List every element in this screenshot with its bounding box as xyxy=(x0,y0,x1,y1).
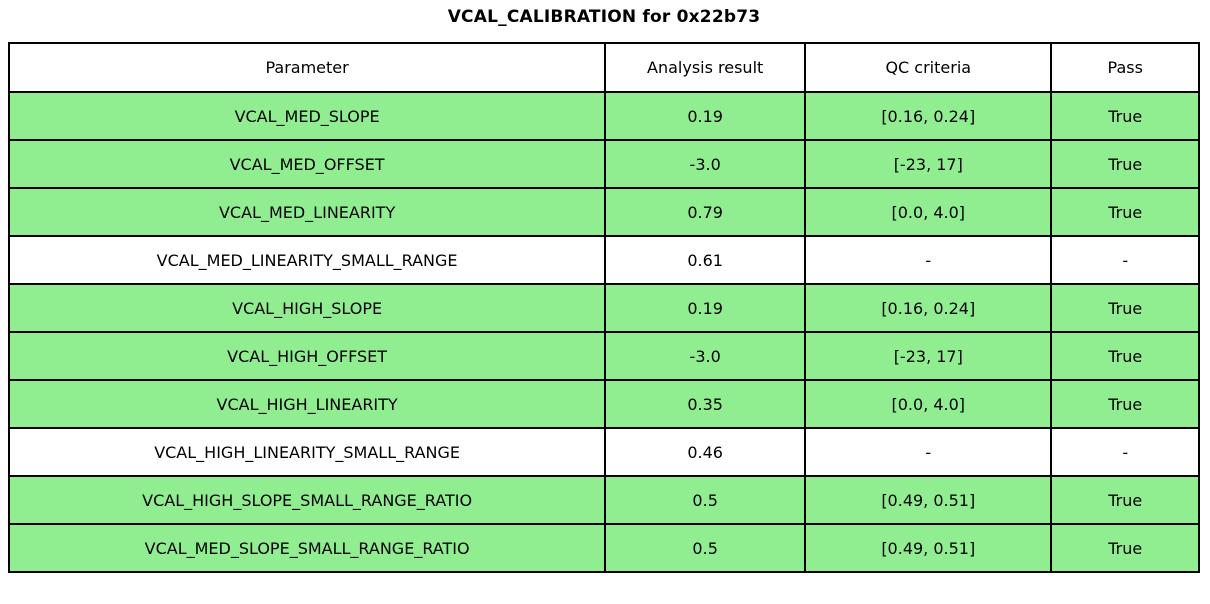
table-row: VCAL_HIGH_SLOPE 0.19 [0.16, 0.24] True xyxy=(7,283,1200,333)
table-row: VCAL_HIGH_LINEARITY 0.35 [0.0, 4.0] True xyxy=(7,379,1200,429)
cell-pass: True xyxy=(1050,187,1200,237)
cell-analysis-result: -3.0 xyxy=(604,139,807,189)
column-header-analysis-result: Analysis result xyxy=(604,42,807,93)
cell-analysis-result: 0.61 xyxy=(604,235,807,285)
cell-pass: - xyxy=(1050,235,1200,285)
cell-pass: - xyxy=(1050,427,1200,477)
table-row: VCAL_MED_LINEARITY 0.79 [0.0, 4.0] True xyxy=(7,187,1200,237)
cell-qc-criteria: [0.0, 4.0] xyxy=(804,187,1053,237)
table-row: VCAL_MED_SLOPE 0.19 [0.16, 0.24] True xyxy=(7,91,1200,141)
cell-parameter: VCAL_MED_SLOPE xyxy=(7,91,607,141)
cell-qc-criteria: [0.49, 0.51] xyxy=(804,523,1053,573)
table-row: VCAL_HIGH_LINEARITY_SMALL_RANGE 0.46- - xyxy=(7,427,1200,477)
table-row: VCAL_MED_LINEARITY_SMALL_RANGE 0.61- - xyxy=(7,235,1200,285)
cell-parameter: VCAL_HIGH_OFFSET xyxy=(7,331,607,381)
cell-parameter: VCAL_MED_OFFSET xyxy=(7,139,607,189)
table-row: VCAL_HIGH_SLOPE_SMALL_RANGE_RATIO 0.5 [0.4… xyxy=(7,475,1200,525)
cell-pass: True xyxy=(1050,523,1200,573)
cell-qc-criteria: [0.16, 0.24] xyxy=(804,283,1053,333)
qc-criteria-table: Parameter Analysis result QC criteria Pass … xyxy=(7,42,1200,573)
cell-pass: True xyxy=(1050,331,1200,381)
cell-analysis-result: 0.79 xyxy=(604,187,807,237)
cell-qc-criteria: - xyxy=(804,427,1053,477)
cell-qc-criteria: [0.49, 0.51] xyxy=(804,475,1053,525)
cell-parameter: VCAL_HIGH_LINEARITY xyxy=(7,379,607,429)
cell-pass: True xyxy=(1050,139,1200,189)
cell-qc-criteria: [-23, 17] xyxy=(804,331,1053,381)
table-row: VCAL_MED_OFFSET -3.0 [-23, 17] True xyxy=(7,139,1200,189)
column-header-qc-criteria: QC criteria xyxy=(804,42,1053,93)
cell-parameter: VCAL_HIGH_SLOPE xyxy=(7,283,607,333)
cell-parameter: VCAL_HIGH_SLOPE_SMALL_RANGE_RATIO xyxy=(7,475,607,525)
cell-analysis-result: 0.19 xyxy=(604,283,807,333)
table-header: Parameter Analysis result QC criteria Pass xyxy=(7,42,1200,93)
cell-analysis-result: 0.19 xyxy=(604,91,807,141)
cell-qc-criteria: - xyxy=(804,235,1053,285)
column-header-pass: Pass xyxy=(1050,42,1200,93)
column-header-parameter: Parameter xyxy=(7,42,607,93)
cell-qc-criteria: [0.16, 0.24] xyxy=(804,91,1053,141)
table-row: VCAL_MED_SLOPE_SMALL_RANGE_RATIO 0.5 [0.49… xyxy=(7,523,1200,573)
table-body: VCAL_MED_SLOPE 0.19 [0.16, 0.24] True VCAL_M… xyxy=(7,91,1200,573)
cell-analysis-result: 0.5 xyxy=(604,523,807,573)
cell-pass: True xyxy=(1050,475,1200,525)
cell-qc-criteria: [0.0, 4.0] xyxy=(804,379,1053,429)
cell-parameter: VCAL_MED_LINEARITY xyxy=(7,187,607,237)
cell-parameter: VCAL_MED_SLOPE_SMALL_RANGE_RATIO xyxy=(7,523,607,573)
cell-qc-criteria: [-23, 17] xyxy=(804,139,1053,189)
chart-title: VCAL_CALIBRATION for 0x22b73 xyxy=(447,7,761,27)
table-header-row: Parameter Analysis result QC criteria Pass xyxy=(7,42,1200,93)
table-row: VCAL_HIGH_OFFSET -3.0 [-23, 17] True xyxy=(7,331,1200,381)
cell-pass: True xyxy=(1050,379,1200,429)
cell-parameter: VCAL_MED_LINEARITY_SMALL_RANGE xyxy=(7,235,607,285)
cell-pass: True xyxy=(1050,91,1200,141)
cell-analysis-result: 0.35 xyxy=(604,379,807,429)
cell-pass: True xyxy=(1050,283,1200,333)
cell-analysis-result: 0.46 xyxy=(604,427,807,477)
cell-parameter: VCAL_HIGH_LINEARITY_SMALL_RANGE xyxy=(7,427,607,477)
cell-analysis-result: -3.0 xyxy=(604,331,807,381)
cell-analysis-result: 0.5 xyxy=(604,475,807,525)
